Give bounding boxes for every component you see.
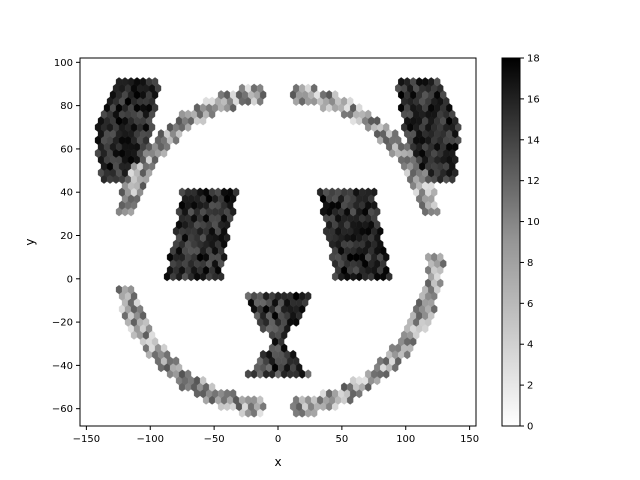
hex-cell — [304, 291, 312, 301]
colorbar-tick-label: 12 — [527, 176, 540, 187]
hex-cell — [365, 109, 372, 119]
colorbar-tick-label: 16 — [527, 94, 540, 105]
hex-cell — [229, 388, 237, 399]
y-tick-label: 20 — [60, 231, 73, 242]
y-tick-label: −20 — [52, 318, 73, 329]
x-tick-label: 100 — [396, 434, 415, 445]
hex-cell — [304, 369, 312, 379]
hex-cell — [383, 122, 390, 132]
hex-cell — [151, 77, 159, 87]
hex-cell — [310, 83, 318, 93]
hex-cell — [289, 349, 297, 360]
hex-cell — [160, 343, 168, 353]
hex-cell — [356, 103, 363, 113]
hex-cell — [332, 90, 339, 100]
y-tick-label: −60 — [52, 404, 73, 415]
colorbar-tick-label: 4 — [527, 340, 533, 351]
hex-cell — [256, 395, 264, 405]
colorbar-tick-label: 6 — [527, 299, 533, 310]
hex-cell — [371, 187, 378, 197]
hex-cell — [172, 356, 180, 366]
y-tick-label: 60 — [60, 144, 73, 155]
colorbar-axis: 0 2 4 6 8 10 12 14 16 18 — [520, 54, 540, 433]
hex-cell — [208, 382, 216, 392]
hex-cell — [437, 252, 444, 262]
y-tick-label: 100 — [54, 58, 73, 69]
hex-cell — [232, 187, 240, 197]
hex-cell — [434, 77, 441, 87]
y-tick-label: 80 — [60, 101, 73, 112]
y-tick-label: −40 — [52, 361, 73, 372]
hex-cell — [199, 375, 207, 386]
hex-cell — [392, 129, 399, 139]
colorbar — [501, 57, 521, 427]
x-tick-label: 150 — [460, 434, 479, 445]
hex-cell — [256, 83, 264, 93]
hexbin-cells — [94, 77, 462, 418]
hex-cell — [374, 116, 381, 126]
hex-cell — [184, 369, 192, 379]
x-tick-label: 50 — [336, 434, 349, 445]
colorbar-tick-label: 8 — [527, 258, 533, 269]
colorbar-tick-label: 0 — [527, 422, 533, 433]
x-axis: −150 −100 −50 0 50 100 150 — [73, 426, 479, 445]
y-tick-label: 0 — [67, 274, 73, 285]
hex-cell — [347, 96, 354, 106]
colorbar-tick-label: 10 — [527, 217, 540, 228]
y-tick-label: 40 — [60, 188, 73, 199]
x-tick-label: 0 — [275, 434, 281, 445]
x-tick-label: −150 — [73, 434, 100, 445]
hex-cell — [127, 285, 135, 295]
colorbar-tick-label: 2 — [527, 381, 533, 392]
y-axis-label: y — [23, 238, 37, 245]
x-axis-label: x — [274, 455, 281, 469]
colorbar-tick-label: 18 — [527, 54, 540, 65]
colorbar-tick-label: 14 — [527, 135, 540, 146]
y-axis: −60 −40 −20 0 20 40 60 80 100 — [52, 58, 80, 415]
x-tick-label: −100 — [137, 434, 164, 445]
x-tick-label: −50 — [204, 434, 225, 445]
